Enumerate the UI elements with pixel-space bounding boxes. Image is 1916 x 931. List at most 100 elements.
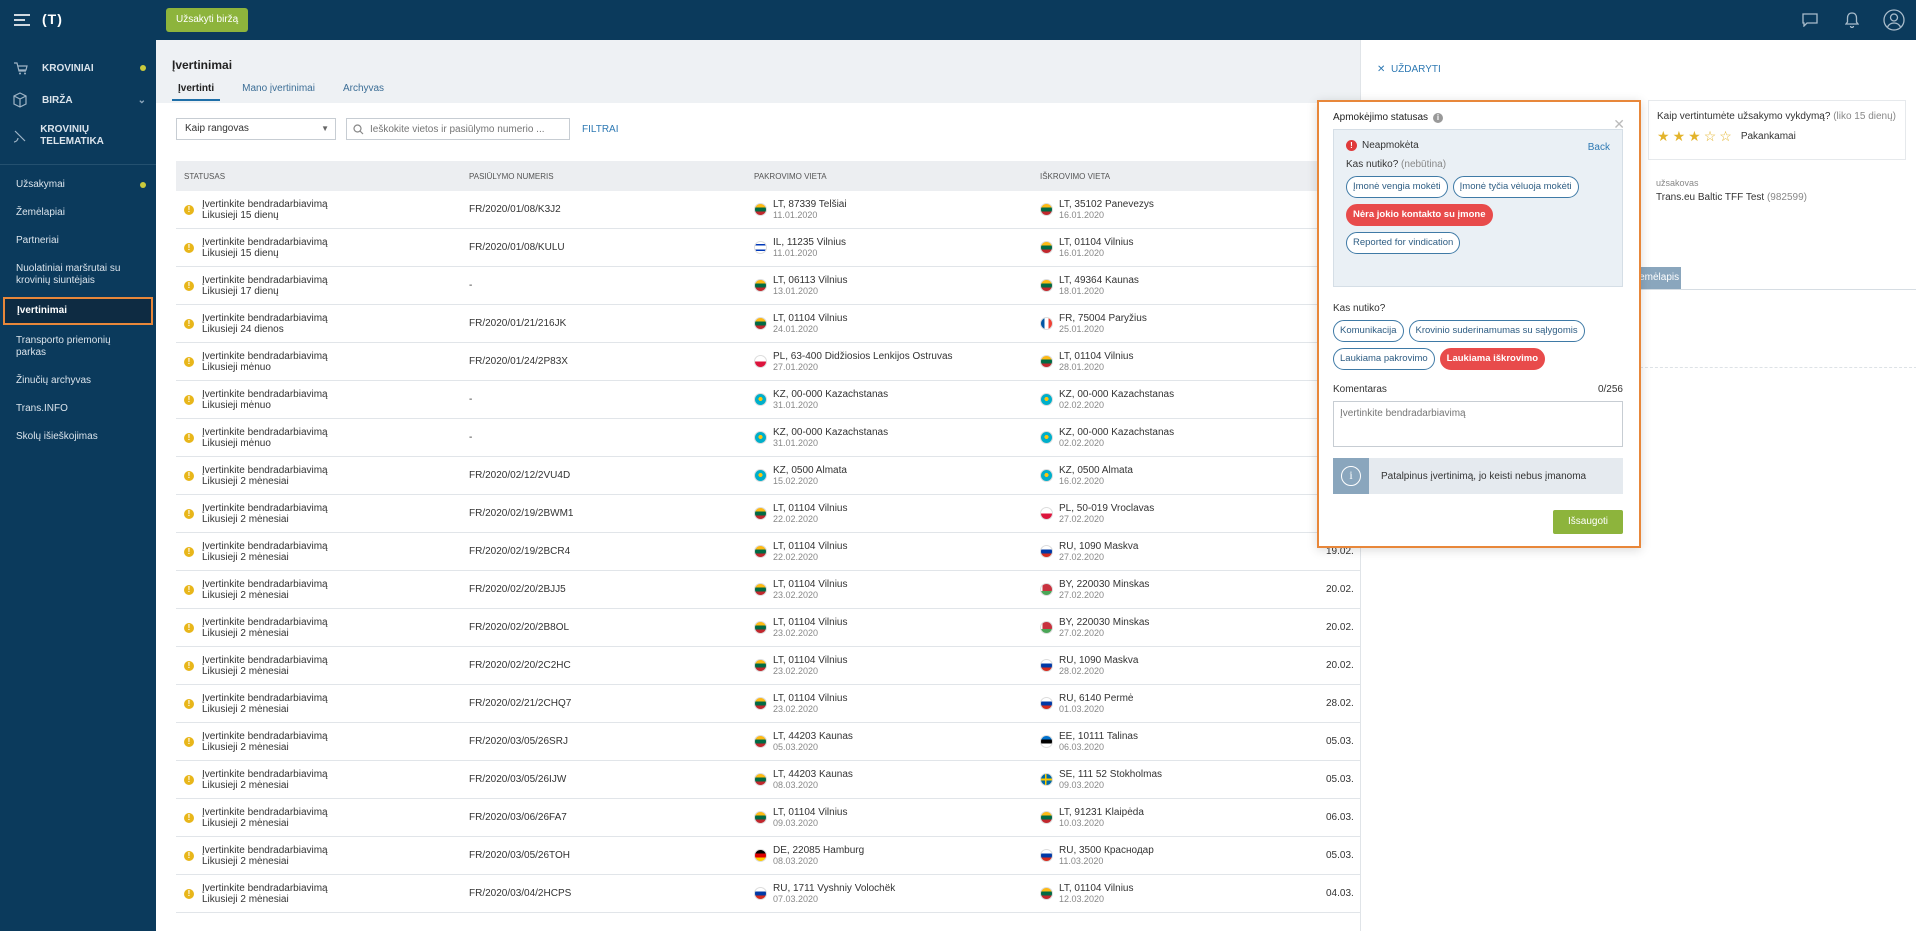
tab-map[interactable]: Žemėlapis xyxy=(1629,267,1681,289)
sidebar-item-telematics[interactable]: KROVINIŲ TELEMATIKA xyxy=(0,116,156,156)
loading-place: LT, 87339 Telšiai xyxy=(773,199,847,210)
offer-number: FR/2020/03/06/26FA7 xyxy=(469,812,567,823)
table-row[interactable]: ! Įvertinkite bendradarbiavimą Likusieji… xyxy=(176,229,1360,267)
close-panel-button[interactable]: ✕ UŽDARYTI xyxy=(1377,64,1441,75)
tab-archive[interactable]: Archyvas xyxy=(342,83,385,94)
notifications-icon[interactable] xyxy=(1840,8,1864,32)
sidebar-link-debt-collection[interactable]: Skolų išieškojimas xyxy=(0,423,156,451)
country-flag-icon xyxy=(1040,279,1053,292)
filters-link[interactable]: FILTRAI xyxy=(582,123,619,135)
messages-icon[interactable] xyxy=(1798,8,1822,32)
offer-number: FR/2020/02/21/2CHQ7 xyxy=(469,698,572,709)
status-remaining: Likusieji 15 dienų xyxy=(202,209,279,221)
table-row[interactable]: ! Įvertinkite bendradarbiavimą Likusieji… xyxy=(176,381,1360,419)
status-remaining: Likusieji 2 mėnesiai xyxy=(202,627,289,639)
table-row[interactable]: ! Įvertinkite bendradarbiavimą Likusieji… xyxy=(176,305,1360,343)
order-date: 19.02. xyxy=(1326,546,1354,557)
unloading-date: 27.02.2020 xyxy=(1059,590,1105,600)
column-header-offer-number[interactable]: PASIŪLYMO NUMERIS xyxy=(469,171,554,181)
page-title: Įvertinimai xyxy=(172,58,233,72)
loading-place: LT, 01104 Vilnius xyxy=(773,693,848,704)
sidebar-link-ratings[interactable]: Įvertinimai xyxy=(3,297,153,325)
star-filled-icon[interactable]: ★ xyxy=(1672,128,1686,144)
status-remaining: Likusieji 2 mėnesiai xyxy=(202,779,289,791)
info-icon[interactable]: i xyxy=(1433,112,1444,123)
cargo-icon xyxy=(12,60,30,76)
column-header-loading-place[interactable]: PAKROVIMO VIETA xyxy=(754,171,827,181)
status-cell: ! Įvertinkite bendradarbiavimą Likusieji… xyxy=(176,351,461,373)
table-row[interactable]: ! Įvertinkite bendradarbiavimą Likusieji… xyxy=(176,837,1360,875)
star-filled-icon[interactable]: ★ xyxy=(1688,128,1701,144)
search-box[interactable] xyxy=(346,118,570,140)
table-row[interactable]: ! Įvertinkite bendradarbiavimą Likusieji… xyxy=(176,267,1360,305)
offer-number: FR/2020/01/21/216JK xyxy=(469,318,567,329)
close-icon: ✕ xyxy=(1377,64,1386,75)
chip[interactable]: Įmonė tyčia vėluoja mokėti xyxy=(1452,176,1579,198)
unloading-date: 16.01.2020 xyxy=(1059,248,1105,258)
chip[interactable]: Laukiama pakrovimo xyxy=(1333,348,1435,370)
status-title: Įvertinkite bendradarbiavimą xyxy=(202,578,328,590)
tab-my-ratings[interactable]: Mano įvertinimai xyxy=(242,83,315,94)
column-header-unloading-place[interactable]: IŠKROVIMO VIETA xyxy=(1040,171,1111,181)
table-row[interactable]: ! Įvertinkite bendradarbiavimą Likusieji… xyxy=(176,647,1360,685)
table-row[interactable]: ! Įvertinkite bendradarbiavimą Likusieji… xyxy=(176,457,1360,495)
table-row[interactable]: ! Įvertinkite bendradarbiavimą Likusieji… xyxy=(176,533,1360,571)
chip[interactable]: Krovinio suderinamumas su sąlygomis xyxy=(1408,320,1585,342)
column-header-status[interactable]: STATUSAS xyxy=(184,171,226,181)
star-filled-icon[interactable]: ★ xyxy=(1657,128,1670,144)
table-row[interactable]: ! Įvertinkite bendradarbiavimą Likusieji… xyxy=(176,571,1360,609)
sidebar-link-maps[interactable]: Žemėlapiai xyxy=(0,199,156,227)
save-button[interactable]: Išsaugoti xyxy=(1553,510,1623,534)
warning-icon: ! xyxy=(184,850,194,861)
status-text: Įvertinkite bendradarbiavimą Likusieji 2… xyxy=(202,465,328,487)
table-row[interactable]: ! Įvertinkite bendradarbiavimą Likusieji… xyxy=(176,609,1360,647)
app-logo[interactable]: (T) xyxy=(42,11,63,27)
sidebar-link-message-archive[interactable]: Žinučių archyvas xyxy=(0,367,156,395)
close-icon[interactable]: ✕ xyxy=(1613,116,1625,132)
table-row[interactable]: ! Įvertinkite bendradarbiavimą Likusieji… xyxy=(176,761,1360,799)
offer-number: FR/2020/03/05/26IJW xyxy=(469,774,567,785)
back-link[interactable]: Back xyxy=(1587,142,1610,153)
tab-rate[interactable]: Įvertinti xyxy=(172,80,221,101)
role-select[interactable]: Kaip rangovas ▼ xyxy=(176,118,336,140)
sidebar-link-transinfo[interactable]: Trans.INFO xyxy=(0,395,156,423)
sidebar-item-exchange[interactable]: BIRŽA ⌄ xyxy=(0,84,156,116)
notice-text: Patalpinus įvertinimą, jo keisti nebus į… xyxy=(1381,470,1587,482)
star-empty-icon[interactable]: ☆ xyxy=(1719,128,1732,144)
star-rating[interactable]: ★ ★ ★ ☆ ☆ Pakankamai xyxy=(1657,128,1897,145)
status-cell: ! Įvertinkite bendradarbiavimą Likusieji… xyxy=(176,503,461,525)
status-cell: ! Įvertinkite bendradarbiavimą Likusieji… xyxy=(176,655,461,677)
order-exchange-button[interactable]: Užsakyti biržą xyxy=(166,8,249,32)
status-remaining: Likusieji 15 dienų xyxy=(202,247,279,259)
chip[interactable]: Įmonė vengia mokėti xyxy=(1346,176,1448,198)
payment-question: Kas nutiko? (nebūtina) xyxy=(1346,159,1610,170)
table-row[interactable]: ! Įvertinkite bendradarbiavimą Likusieji… xyxy=(176,875,1360,913)
sidebar-link-routes[interactable]: Nuolatiniai maršrutai su krovinių siuntė… xyxy=(0,255,156,295)
sidebar-link-fleet[interactable]: Transporto priemonių parkas xyxy=(0,327,156,367)
menu-icon[interactable] xyxy=(14,14,30,26)
unloading-place-cell: EE, 10111 Talinas 06.03.2020 xyxy=(1032,731,1318,752)
orderer-name[interactable]: Trans.eu Baltic TFF Test xyxy=(1656,192,1765,203)
table-row[interactable]: ! Įvertinkite bendradarbiavimą Likusieji… xyxy=(176,191,1360,229)
table-row[interactable]: ! Įvertinkite bendradarbiavimą Likusieji… xyxy=(176,723,1360,761)
sidebar-link-orders[interactable]: Užsakymai xyxy=(0,171,156,199)
table-row[interactable]: ! Įvertinkite bendradarbiavimą Likusieji… xyxy=(176,495,1360,533)
table-row[interactable]: ! Įvertinkite bendradarbiavimą Likusieji… xyxy=(176,419,1360,457)
chip-selected[interactable]: Laukiama iškrovimo xyxy=(1439,348,1546,370)
search-input[interactable] xyxy=(370,123,560,135)
sidebar-link-partners[interactable]: Partneriai xyxy=(0,227,156,255)
user-avatar-icon[interactable] xyxy=(1882,8,1906,32)
unloading-place-cell: FR, 75004 Paryžius 25.01.2020 xyxy=(1032,313,1318,334)
table-row[interactable]: ! Įvertinkite bendradarbiavimą Likusieji… xyxy=(176,343,1360,381)
sidebar-sub-section: Užsakymai Žemėlapiai Partneriai Nuolatin… xyxy=(0,165,156,451)
table-row[interactable]: ! Įvertinkite bendradarbiavimą Likusieji… xyxy=(176,799,1360,837)
offer-number: FR/2020/02/20/2BJJ5 xyxy=(469,584,566,595)
comment-field[interactable] xyxy=(1333,401,1623,447)
table-row[interactable]: ! Įvertinkite bendradarbiavimą Likusieji… xyxy=(176,685,1360,723)
chip[interactable]: Komunikacija xyxy=(1333,320,1404,342)
chip[interactable]: Reported for vindication xyxy=(1346,232,1461,254)
sidebar-item-cargo[interactable]: KROVINIAI xyxy=(0,52,156,84)
star-empty-icon[interactable]: ☆ xyxy=(1703,128,1717,144)
satellite-icon xyxy=(12,128,28,144)
chip-selected[interactable]: Nėra jokio kontakto su įmone xyxy=(1346,204,1493,226)
